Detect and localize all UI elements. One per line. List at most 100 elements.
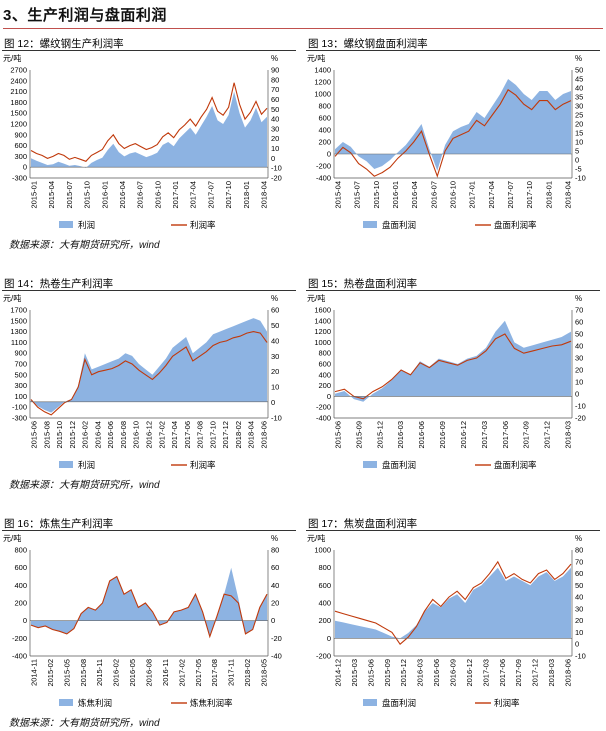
left-unit-label: 元/吨 (3, 53, 21, 63)
x-tick-label: 2015-09 (383, 659, 392, 687)
legend-label: 盘面利润 (382, 460, 416, 470)
figure-title-rule (2, 530, 296, 531)
right-tick-label: 0 (575, 390, 579, 399)
right-unit-label: % (271, 54, 278, 63)
x-tick-label: 2016-04 (93, 421, 102, 449)
right-tick-label: 0 (271, 154, 275, 163)
series-area-炼焦利润 (31, 567, 267, 637)
figure-title: 图 12：螺纹钢生产利润率 (4, 38, 124, 50)
figure-title: 图 14：热卷生产利润率 (4, 278, 114, 290)
x-tick-label: 2015-01 (30, 181, 39, 209)
right-tick-label: 10 (271, 144, 279, 153)
left-tick-label: 0 (327, 392, 331, 401)
chart-16: 元/吨 %8006004002000-200-400806040200-20-40… (3, 533, 282, 708)
right-unit-label: % (271, 534, 278, 543)
x-tick-label: 2016-09 (449, 659, 458, 687)
x-tick-label: 2015-08 (42, 421, 51, 449)
left-tick-label: 1100 (11, 338, 27, 347)
series-line-利润率 (30, 82, 268, 162)
figure-title: 图 15：热卷盘面利润率 (308, 278, 418, 290)
x-tick-label: 2017-03 (481, 659, 490, 687)
x-tick-label: 2016-10 (153, 181, 162, 209)
x-tick-label: 2017-11 (227, 659, 236, 686)
left-tick-label: -200 (316, 162, 331, 171)
legend-label: 利润 (78, 460, 95, 470)
right-tick-label: -20 (271, 634, 282, 643)
x-tick-label: 2015-06 (30, 421, 39, 449)
figure-16: 图 16：炼焦生产利润率 元/吨% 800 600 400 200 0 -200 -400 80… (0, 516, 296, 714)
x-tick-label: 2015-12 (68, 421, 77, 449)
right-tick-label: 60 (271, 95, 279, 104)
x-tick-label: 2018-04 (564, 181, 573, 209)
x-tick-label: 2016-04 (118, 181, 127, 209)
figure-title-rule (2, 50, 296, 51)
x-tick-label: 2015-11 (95, 659, 104, 686)
x-tick-label: 2017-06 (501, 421, 510, 449)
left-tick-label: 1400 (314, 66, 331, 75)
left-tick-label: 1000 (314, 546, 331, 555)
x-tick-label: 2015-04 (334, 181, 343, 209)
x-tick-label: 2016-11 (161, 659, 170, 686)
right-tick-label: 60 (575, 569, 583, 578)
right-tick-label: -10 (575, 402, 586, 411)
x-tick-label: 2015-07 (353, 181, 362, 209)
x-tick-label: 2017-02 (177, 659, 186, 687)
figure-15: 图 15：热卷盘面利润率 元/吨% 1600 1400 1200 1000 800 600 4… (304, 276, 600, 476)
x-tick-label: 2016-05 (128, 659, 137, 687)
right-tick-label: -5 (575, 165, 582, 174)
x-tick-label: 2018-03 (564, 421, 573, 449)
x-tick-label: 2015-10 (372, 181, 381, 209)
right-tick-label: 45 (575, 75, 583, 84)
x-tick-label: 2017-01 (468, 181, 477, 209)
right-tick-label: 35 (575, 93, 583, 102)
right-tick-label: 30 (575, 604, 583, 613)
right-tick-label: 60 (271, 563, 279, 572)
left-tick-label: 1000 (314, 90, 331, 99)
legend-swatch-利润 (59, 461, 73, 468)
left-tick-label: -200 (316, 403, 331, 412)
x-tick-label: 2018-02 (243, 659, 252, 687)
legend-label: 炼焦利润率 (190, 698, 233, 708)
figure-title-rule (306, 50, 600, 51)
left-tick-label: 1200 (10, 120, 27, 129)
left-tick-label: 2700 (10, 66, 27, 75)
left-tick-label: 600 (318, 581, 331, 590)
right-tick-label: -10 (271, 414, 282, 423)
left-tick-label: 600 (318, 360, 331, 369)
right-tick-label: -20 (575, 414, 586, 423)
x-tick-label: 2016-03 (416, 659, 425, 687)
x-tick-label: 2016-09 (438, 421, 447, 449)
right-tick-label: 40 (575, 593, 583, 602)
left-tick-label: 1300 (10, 327, 27, 336)
right-tick-label: 50 (575, 66, 583, 75)
x-tick-label: 2017-04 (170, 421, 179, 449)
left-tick-label: 300 (14, 152, 27, 161)
x-tick-label: 2015-03 (350, 659, 359, 687)
right-tick-label: 40 (575, 84, 583, 93)
right-tick-label: -10 (271, 164, 282, 173)
x-tick-label: 2018-01 (242, 181, 251, 209)
x-tick-label: 2016-10 (449, 181, 458, 209)
right-tick-label: 50 (575, 581, 583, 590)
x-tick-label: 2017-09 (514, 659, 523, 687)
right-tick-label: 20 (575, 616, 583, 625)
right-tick-label: 80 (271, 75, 279, 84)
legend-label: 盘面利润率 (494, 220, 537, 230)
left-tick-label: 600 (318, 114, 331, 123)
left-tick-label: 1500 (10, 109, 27, 118)
legend-swatch-炼焦利润 (59, 699, 73, 706)
figure-title-rule (2, 290, 296, 291)
right-tick-label: 90 (271, 66, 279, 75)
right-tick-label: 20 (271, 367, 279, 376)
chart-15: 元/吨 %16001400120010008006004002000-200-40… (307, 293, 586, 470)
right-tick-label: 10 (271, 383, 279, 392)
right-tick-label: 10 (575, 378, 583, 387)
x-tick-label: 2017-06 (498, 659, 507, 687)
x-tick-label: 2016-06 (417, 421, 426, 449)
x-tick-label: 2018-02 (234, 421, 243, 449)
right-tick-label: 20 (575, 366, 583, 375)
series-line-利润率 (334, 560, 572, 646)
left-tick-label: -300 (12, 174, 27, 183)
left-tick-label: -300 (12, 414, 27, 423)
figure-12: 图 12：螺纹钢生产利润率 元/吨% 2700 2400 2100 1800 1500 12… (0, 36, 296, 236)
